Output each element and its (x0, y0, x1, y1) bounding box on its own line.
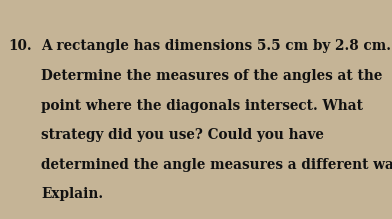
Text: determined the angle measures a different way?: determined the angle measures a differen… (41, 158, 392, 172)
Text: point where the diagonals intersect. What: point where the diagonals intersect. Wha… (41, 99, 363, 113)
Text: Determine the measures of the angles at the: Determine the measures of the angles at … (41, 69, 383, 83)
Text: A rectangle has dimensions 5.5 cm by 2.8 cm.: A rectangle has dimensions 5.5 cm by 2.8… (41, 39, 391, 53)
Text: Explain.: Explain. (41, 187, 103, 201)
Text: strategy did you use? Could you have: strategy did you use? Could you have (41, 128, 324, 142)
Text: 10.: 10. (9, 39, 32, 53)
